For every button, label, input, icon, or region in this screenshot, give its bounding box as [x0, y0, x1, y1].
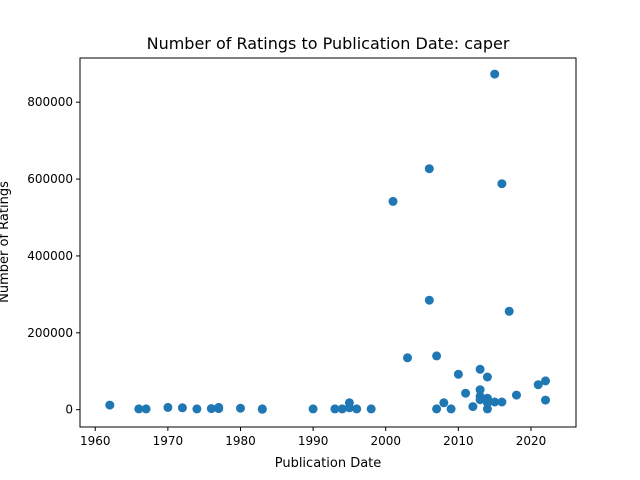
data-point-0	[105, 400, 115, 410]
x-tick-label: 2000	[370, 434, 401, 448]
data-point-34	[482, 372, 492, 382]
y-axis-label: Number of Ratings	[0, 181, 12, 303]
data-point-18	[366, 404, 376, 414]
data-point-30	[475, 364, 485, 374]
data-point-11	[257, 404, 267, 414]
data-point-8	[214, 402, 224, 412]
y-tick-label: 600000	[27, 172, 73, 186]
data-point-12	[308, 404, 318, 414]
data-point-4	[177, 403, 187, 413]
data-point-31	[475, 385, 485, 395]
data-point-42	[504, 306, 514, 316]
data-points	[105, 69, 550, 414]
data-point-2	[141, 404, 151, 414]
x-tick-label: 1980	[225, 434, 256, 448]
data-point-25	[439, 398, 449, 408]
y-tick-label: 400000	[27, 249, 73, 263]
data-point-37	[482, 404, 492, 414]
data-point-24	[432, 404, 442, 414]
y-tick-label: 800000	[27, 95, 73, 109]
data-point-29	[468, 402, 478, 412]
data-point-5	[192, 404, 202, 414]
data-point-33	[475, 395, 485, 405]
y-axis: 0 200000 400000 600000 800000	[27, 95, 80, 417]
data-point-17	[352, 404, 362, 414]
x-tick-label: 1970	[153, 434, 184, 448]
data-point-16	[344, 398, 354, 408]
data-point-39	[490, 397, 500, 407]
data-point-38	[490, 69, 500, 79]
data-point-9	[236, 403, 245, 413]
data-point-44	[533, 380, 543, 390]
data-point-22	[424, 295, 434, 305]
data-point-20	[403, 353, 412, 363]
x-tick-label: 2010	[443, 434, 474, 448]
y-tick-label: 0	[65, 403, 73, 417]
data-point-28	[461, 388, 471, 398]
data-point-41	[497, 397, 507, 407]
data-point-21	[424, 164, 434, 174]
data-point-13	[330, 404, 340, 414]
data-point-26	[446, 404, 456, 414]
x-tick-label: 1960	[80, 434, 111, 448]
x-axis-label: Publication Date	[275, 456, 382, 471]
data-point-19	[388, 196, 398, 206]
data-point-3	[163, 402, 173, 412]
data-point-46	[541, 395, 550, 405]
data-point-6	[206, 404, 216, 414]
plot-frame	[79, 57, 577, 428]
x-tick-label: 1990	[298, 434, 329, 448]
data-point-23	[432, 351, 442, 361]
x-tick-label: 2020	[516, 434, 547, 448]
data-point-45	[541, 376, 550, 386]
data-point-14	[337, 404, 347, 414]
chart-title: Number of Ratings to Publication Date: c…	[147, 34, 510, 53]
y-tick-label: 200000	[27, 326, 73, 340]
data-point-1	[134, 404, 144, 414]
x-axis: 1960 1970 1980 1990 2000 2010 2020	[80, 427, 546, 448]
data-point-43	[512, 390, 521, 400]
data-point-27	[453, 369, 463, 379]
data-point-40	[497, 179, 507, 189]
